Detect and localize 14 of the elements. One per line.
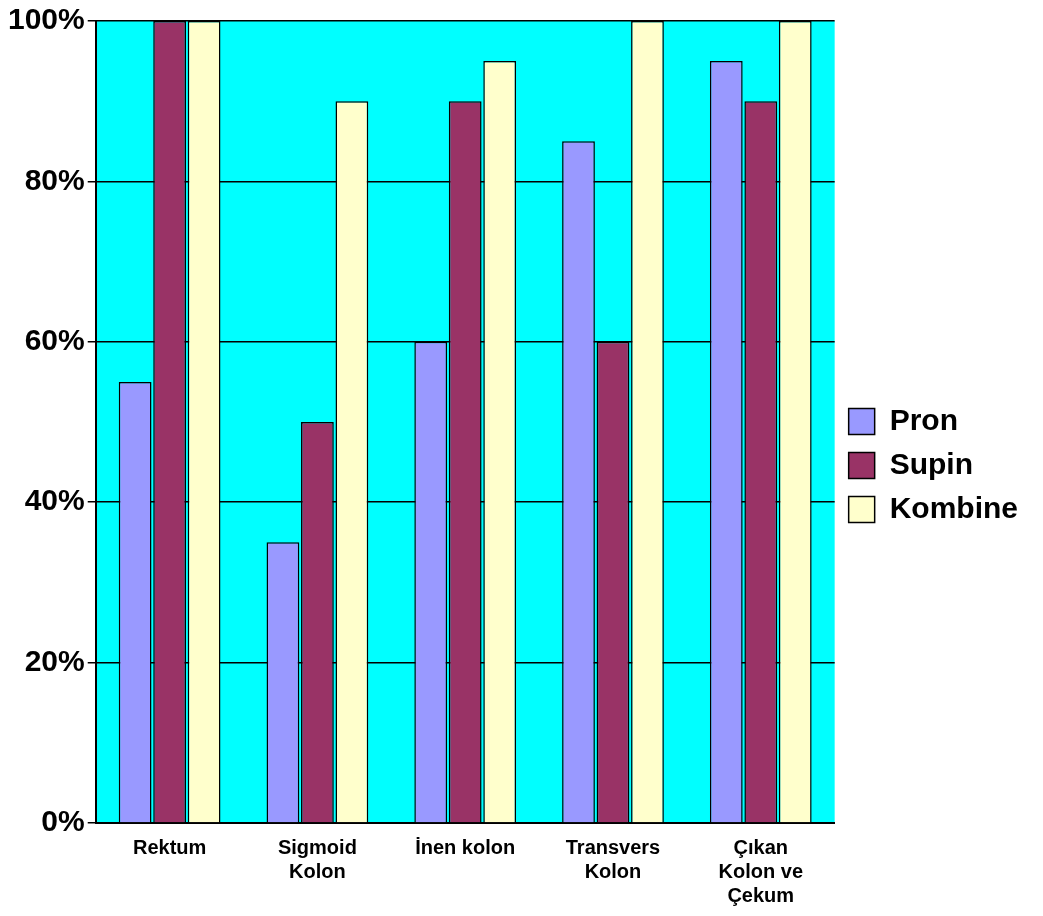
- x-tick-label: Sigmoid Kolon: [277, 835, 357, 882]
- legend-label: Pron: [889, 402, 959, 436]
- x-tick-label: Rektum: [132, 835, 207, 858]
- y-tick-label: 100%: [7, 2, 85, 36]
- y-tick-label: 20%: [24, 643, 85, 677]
- y-tick-label: 80%: [24, 162, 85, 196]
- x-tick-label: Çıkan Kolon ve Çekum: [718, 835, 803, 906]
- legend-label: Supin: [889, 446, 973, 480]
- x-tick-label: İnen kolon: [415, 835, 516, 858]
- x-tick-label: Transvers Kolon: [565, 835, 661, 882]
- y-tick-label: 0%: [41, 804, 85, 838]
- y-tick-label: 60%: [24, 323, 85, 357]
- y-tick-label: 40%: [24, 483, 85, 517]
- legend-label: Kombine: [889, 490, 1019, 524]
